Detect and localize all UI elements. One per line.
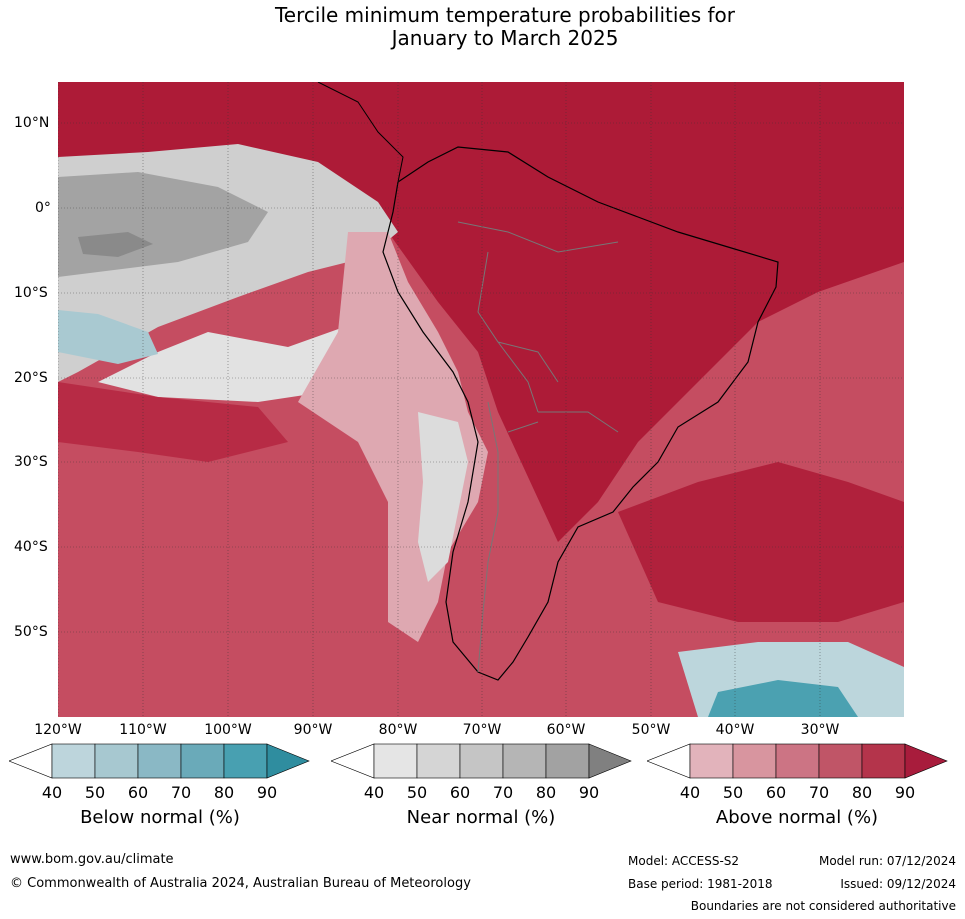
lon-label-110w: 110°W bbox=[119, 722, 167, 738]
cbar-above-seg-5 bbox=[861, 743, 906, 779]
footer-url[interactable]: www.bom.gov.au/climate bbox=[10, 852, 174, 867]
lon-label-90w: 90°W bbox=[293, 722, 333, 738]
below-normal-south-core bbox=[708, 680, 858, 717]
cbar-above-seg-2 bbox=[732, 743, 777, 779]
cbar-below-seg-5 bbox=[223, 743, 268, 779]
central-america-outline bbox=[317, 82, 404, 183]
above-tick-90: 90 bbox=[894, 783, 916, 802]
title-line-1: Tercile minimum temperature probabilitie… bbox=[274, 3, 736, 27]
colorbar-above bbox=[647, 743, 948, 779]
cbar-below-seg-0 bbox=[9, 743, 53, 779]
below-tick-50: 50 bbox=[84, 783, 106, 802]
cbar-near-seg-6 bbox=[588, 743, 632, 779]
above-tick-50: 50 bbox=[722, 783, 744, 802]
above-90-south-atlantic bbox=[618, 462, 904, 622]
lat-label-30s: 30°S bbox=[14, 454, 48, 470]
near-tick-60: 60 bbox=[449, 783, 471, 802]
lon-label-120w: 120°W bbox=[34, 722, 82, 738]
cbar-near-seg-5 bbox=[545, 743, 590, 779]
lon-label-100w: 100°W bbox=[204, 722, 252, 738]
cbar-near-seg-3 bbox=[459, 743, 504, 779]
above-tick-60: 60 bbox=[765, 783, 787, 802]
near-tick-80: 80 bbox=[535, 783, 557, 802]
footer-model: Model: ACCESS-S2 bbox=[628, 854, 740, 868]
above-tick-80: 80 bbox=[851, 783, 873, 802]
lon-label-30w: 30°W bbox=[800, 722, 840, 738]
near-tick-50: 50 bbox=[406, 783, 428, 802]
cbar-above-seg-1 bbox=[689, 743, 734, 779]
lat-label-20s: 20°S bbox=[14, 370, 48, 386]
cbar-below-seg-6 bbox=[266, 743, 310, 779]
below-normal-west bbox=[58, 310, 158, 364]
above-tick-70: 70 bbox=[808, 783, 830, 802]
lon-label-50w: 50°W bbox=[631, 722, 671, 738]
lat-label-10s: 10°S bbox=[14, 285, 48, 301]
cbar-above-seg-3 bbox=[775, 743, 820, 779]
lat-label-10n: 10°N bbox=[14, 115, 50, 131]
map-gridlines bbox=[58, 82, 904, 717]
forecast-map bbox=[58, 82, 904, 717]
above-normal-title: Above normal (%) bbox=[715, 807, 879, 828]
cbar-above-seg-0 bbox=[647, 743, 691, 779]
cbar-near-seg-0 bbox=[331, 743, 375, 779]
footer-model-run: Model run: 07/12/2024 bbox=[818, 854, 956, 868]
footer-copyright: © Commonwealth of Australia 2024, Austra… bbox=[10, 876, 471, 891]
lon-label-70w: 70°W bbox=[462, 722, 502, 738]
above-tick-40: 40 bbox=[679, 783, 701, 802]
cbar-below-seg-4 bbox=[180, 743, 225, 779]
above-80-south-pacific bbox=[58, 382, 288, 462]
below-tick-60: 60 bbox=[127, 783, 149, 802]
lat-label-50s: 50°S bbox=[14, 624, 48, 640]
lon-label-60w: 60°W bbox=[546, 722, 586, 738]
south-america-outline bbox=[382, 146, 779, 681]
country-borders bbox=[457, 221, 619, 673]
below-normal-title: Below normal (%) bbox=[80, 807, 240, 828]
below-tick-90: 90 bbox=[256, 783, 278, 802]
colorbar-below bbox=[9, 743, 310, 779]
colorbar-near bbox=[331, 743, 632, 779]
cbar-near-seg-2 bbox=[416, 743, 461, 779]
near-normal-dark bbox=[78, 232, 153, 257]
lat-label-0: 0° bbox=[35, 200, 51, 216]
near-normal-chile bbox=[418, 412, 468, 582]
cbar-near-seg-1 bbox=[373, 743, 418, 779]
lon-label-40w: 40°W bbox=[715, 722, 755, 738]
cbar-below-seg-3 bbox=[137, 743, 182, 779]
footer-issued: Issued: 09/12/2024 bbox=[840, 877, 956, 891]
near-tick-40: 40 bbox=[363, 783, 385, 802]
lat-label-40s: 40°S bbox=[14, 539, 48, 555]
cbar-near-seg-4 bbox=[502, 743, 547, 779]
footer-base-period: Base period: 1981-2018 bbox=[628, 877, 773, 891]
chart-title: Tercile minimum temperature probabilitie… bbox=[0, 4, 965, 50]
near-tick-70: 70 bbox=[492, 783, 514, 802]
title-line-2: January to March 2025 bbox=[391, 26, 619, 50]
below-tick-70: 70 bbox=[170, 783, 192, 802]
near-tick-90: 90 bbox=[578, 783, 600, 802]
cbar-above-seg-4 bbox=[818, 743, 863, 779]
lon-label-80w: 80°W bbox=[378, 722, 418, 738]
cbar-above-seg-6 bbox=[904, 743, 948, 779]
cbar-below-seg-2 bbox=[94, 743, 139, 779]
footer-disclaimer: Boundaries are not considered authoritat… bbox=[690, 899, 956, 913]
below-tick-40: 40 bbox=[41, 783, 63, 802]
near-normal-title: Near normal (%) bbox=[406, 807, 556, 828]
below-tick-80: 80 bbox=[213, 783, 235, 802]
cbar-below-seg-1 bbox=[51, 743, 96, 779]
